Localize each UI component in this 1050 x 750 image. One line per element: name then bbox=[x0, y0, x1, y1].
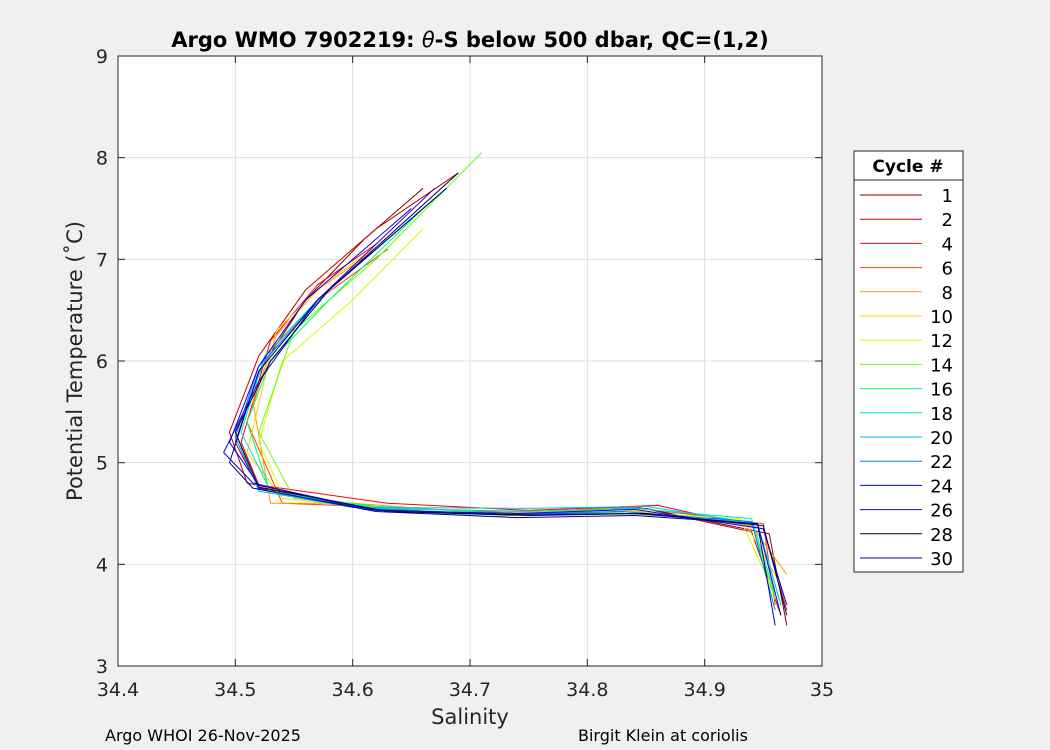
series-layer bbox=[223, 152, 788, 626]
x-tick-label-2: 34.6 bbox=[332, 679, 374, 701]
legend-label-12: 12 bbox=[930, 331, 953, 352]
series-line-cycle-28 bbox=[234, 172, 788, 616]
y-tick-label-1: 4 bbox=[96, 554, 108, 576]
legend-label-24: 24 bbox=[930, 476, 953, 497]
x-tick-label-3: 34.7 bbox=[449, 679, 491, 701]
y-tick-label-0: 3 bbox=[96, 656, 108, 678]
legend-label-20: 20 bbox=[930, 428, 953, 449]
legend-label-10: 10 bbox=[930, 307, 953, 328]
legend-label-18: 18 bbox=[930, 404, 953, 425]
legend-title: Cycle # bbox=[872, 157, 943, 177]
legend-label-14: 14 bbox=[930, 355, 953, 376]
footer-left: Argo WHOI 26-Nov-2025 bbox=[105, 726, 301, 745]
chart-title: Argo WMO 7902219: θ-S below 500 dbar, QC… bbox=[171, 28, 768, 52]
legend-label-6: 6 bbox=[942, 259, 953, 280]
x-tick-label-6: 35 bbox=[810, 679, 834, 701]
legend-box bbox=[853, 150, 964, 573]
y-axis-label: Potential Temperature (˚C) bbox=[63, 221, 87, 501]
legend-label-8: 8 bbox=[942, 283, 953, 304]
y-tick-label-4: 7 bbox=[96, 249, 108, 271]
x-tick-label-5: 34.9 bbox=[684, 679, 726, 701]
legend-label-1: 1 bbox=[942, 186, 953, 207]
series-line-cycle-30 bbox=[229, 187, 776, 626]
legend-label-4: 4 bbox=[942, 234, 953, 255]
y-axis-ticks: 3 4 5 6 7 8 9 bbox=[96, 46, 822, 678]
x-tick-label-0: 34.4 bbox=[97, 679, 139, 701]
title-theta: θ bbox=[422, 28, 435, 52]
legend-label-16: 16 bbox=[930, 380, 953, 401]
y-tick-label-5: 8 bbox=[96, 148, 108, 170]
footer-right: Birgit Klein at coriolis bbox=[578, 726, 748, 745]
y-tick-label-2: 5 bbox=[96, 453, 108, 475]
legend-label-30: 30 bbox=[930, 549, 953, 570]
title-prefix: Argo WMO 7902219: bbox=[171, 28, 422, 52]
legend-label-2: 2 bbox=[942, 210, 953, 231]
legend-label-28: 28 bbox=[930, 525, 953, 546]
legend-label-26: 26 bbox=[930, 501, 953, 522]
x-axis-ticks: 34.4 34.5 34.6 34.7 34.8 34.9 35 bbox=[97, 56, 834, 701]
x-tick-label-4: 34.8 bbox=[566, 679, 608, 701]
x-axis-label: Salinity bbox=[431, 705, 509, 729]
x-tick-label-1: 34.5 bbox=[214, 679, 256, 701]
y-tick-label-3: 6 bbox=[96, 351, 108, 373]
title-suffix: -S below 500 dbar, QC=(1,2) bbox=[435, 28, 769, 52]
legend-label-22: 22 bbox=[930, 452, 953, 473]
y-tick-label-6: 9 bbox=[96, 46, 108, 68]
